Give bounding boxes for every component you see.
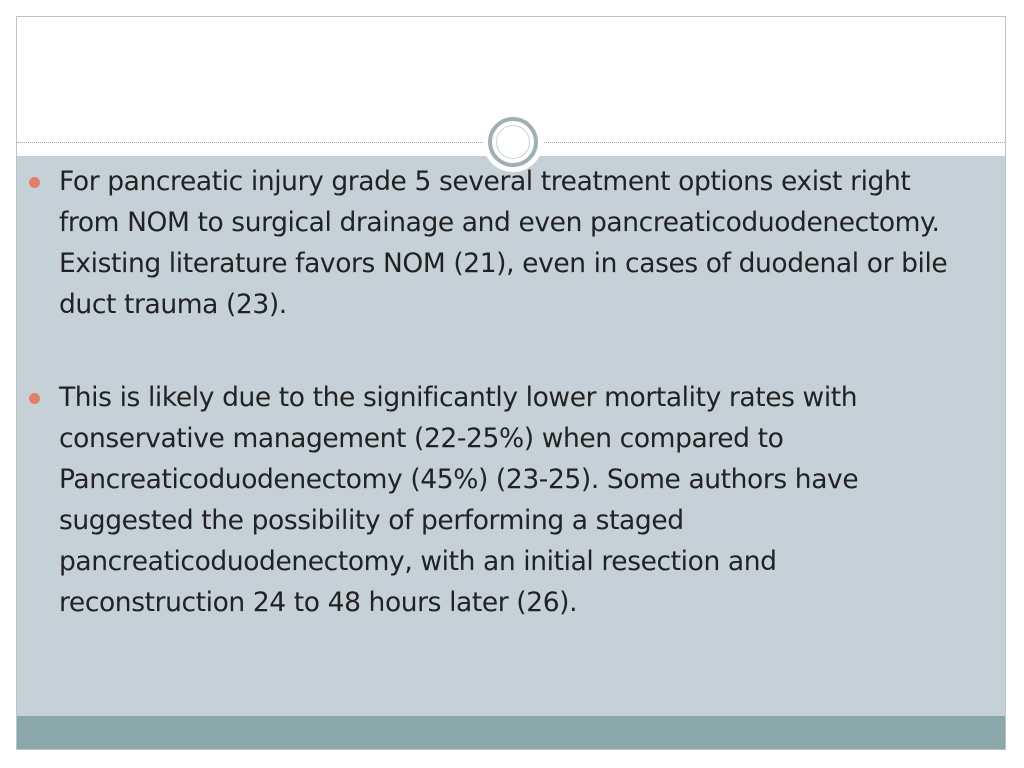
- bullet-list: For pancreatic injury grade 5 several tr…: [26, 161, 956, 675]
- bullet-item: This is likely due to the significantly …: [26, 377, 956, 623]
- bullet-dot-icon: [29, 177, 40, 188]
- slide-footer-bar: [17, 716, 1005, 749]
- slide: [16, 16, 1006, 750]
- bullet-text: This is likely due to the significantly …: [59, 382, 859, 618]
- circle-inner: [496, 125, 530, 159]
- decorative-circle-icon: [483, 112, 543, 172]
- bullet-item: For pancreatic injury grade 5 several tr…: [26, 161, 956, 325]
- slide-content-area: [17, 156, 1005, 716]
- bullet-text: For pancreatic injury grade 5 several tr…: [59, 166, 948, 320]
- bullet-dot-icon: [29, 393, 40, 404]
- circle-ring: [488, 117, 538, 167]
